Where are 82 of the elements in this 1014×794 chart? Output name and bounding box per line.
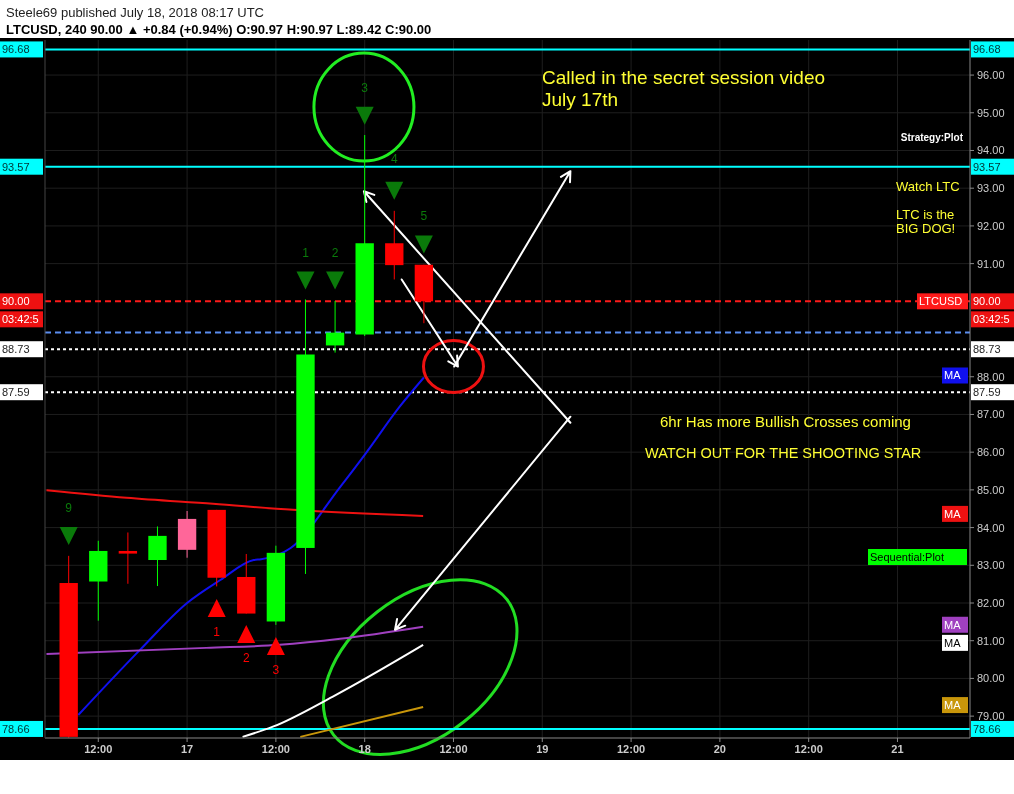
text: 90.00	[2, 295, 30, 308]
text: MA	[944, 699, 962, 712]
y-tick-label: 82.00	[977, 597, 1005, 609]
annotation: 3	[272, 662, 280, 677]
y-tick-label: 87.00	[977, 408, 1005, 421]
y-tick-label: 83.00	[977, 559, 1005, 572]
text: 96.68	[2, 43, 30, 56]
text: 93.57	[2, 160, 30, 173]
y-tick-label: 91.00	[977, 257, 1005, 270]
point	[266, 636, 285, 655]
ref-line-label: 78.66	[973, 722, 1001, 735]
text: 78.66	[2, 722, 30, 735]
annotation: July 17th	[542, 89, 619, 110]
ref-line-label: LTCUSD	[919, 295, 963, 308]
x-tick-label: 12:00	[794, 743, 823, 755]
point	[414, 235, 433, 254]
point	[207, 598, 226, 617]
y-tick-label: 84.00	[977, 521, 1005, 534]
x-tick-label: 19	[536, 743, 549, 755]
ref-line-label: 96.68	[973, 43, 1001, 56]
line-series	[45, 489, 425, 517]
text: 87.59	[2, 386, 30, 399]
x-tick-label: 12:00	[84, 743, 113, 755]
ref-line-label: 93.57	[973, 160, 1001, 173]
annotation: 1	[213, 624, 221, 639]
line-series	[241, 643, 425, 738]
y-tick-label: 94.00	[977, 144, 1005, 157]
candlestick	[385, 210, 404, 280]
annotation: 5	[420, 209, 428, 224]
annotation: 4	[390, 151, 398, 166]
annotation: 1	[302, 245, 310, 260]
y-tick-label: 88.00	[977, 370, 1005, 383]
y-tick-label: 86.00	[977, 446, 1005, 459]
point	[296, 271, 315, 290]
annotation: WATCH OUT FOR THE SHOOTING STAR	[645, 445, 922, 461]
y-tick-label: 79.00	[977, 710, 1005, 723]
x-tick-label: 17	[180, 743, 194, 755]
text: MA	[944, 636, 962, 649]
ref-line-label: 88.73	[973, 343, 1001, 356]
y-tick-label: 96.00	[977, 69, 1005, 82]
point	[237, 624, 256, 643]
line-series	[45, 625, 425, 655]
annotation: Called in the secret session video	[542, 67, 826, 88]
text: 03:42:5	[973, 313, 1010, 326]
annotation: 2	[242, 650, 250, 665]
x-tick-label: 18	[358, 743, 371, 755]
point	[385, 181, 404, 200]
y-tick-label: 80.00	[977, 672, 1005, 685]
line-series	[77, 376, 425, 716]
text: 90.00	[973, 295, 1001, 308]
chart-subtitle: Steele69 published July 18, 2018 08:17 UTC	[6, 5, 265, 20]
text: MA	[944, 369, 962, 382]
point	[355, 106, 374, 125]
point	[326, 271, 345, 290]
point	[59, 526, 78, 545]
y-tick-label: 85.00	[977, 483, 1005, 496]
annotation: 6hr Has more Bullish Crosses coming	[660, 413, 911, 430]
ref-line-label: 87.59	[973, 386, 1001, 399]
annotation: 3	[361, 80, 369, 95]
text: MA	[944, 507, 962, 520]
annotation: LTC is the	[896, 207, 955, 222]
chart-title: LTCUSD, 240 90.00 ▲ +0.84 (+0.94%) O:90.97 H:90.97 L:89.42 C:90.00	[6, 22, 432, 37]
annotation: 9	[65, 500, 73, 515]
annotation: 2	[331, 245, 339, 260]
y-tick-label: 81.00	[977, 634, 1005, 647]
annotation: Sequential:Plot	[870, 551, 944, 563]
text: 03:42:5	[2, 313, 39, 326]
x-tick-label: 21	[891, 743, 904, 755]
y-tick-label: 93.00	[977, 182, 1005, 195]
y-tick-label: 92.00	[977, 219, 1005, 232]
x-tick-label: 12:00	[439, 743, 468, 755]
text: MA	[944, 618, 962, 631]
annotation: Strategy:Plot	[900, 132, 964, 143]
text: 88.73	[2, 343, 30, 356]
candlestick	[325, 300, 345, 354]
annotation: BIG DOG!	[896, 221, 956, 236]
x-tick-label: 12:00	[617, 743, 646, 755]
x-tick-label: 12:00	[261, 743, 290, 755]
y-tick-label: 95.00	[977, 106, 1005, 119]
annotation: Watch LTC	[896, 179, 960, 194]
candlestick	[118, 531, 138, 585]
x-tick-label: 20	[713, 743, 727, 755]
